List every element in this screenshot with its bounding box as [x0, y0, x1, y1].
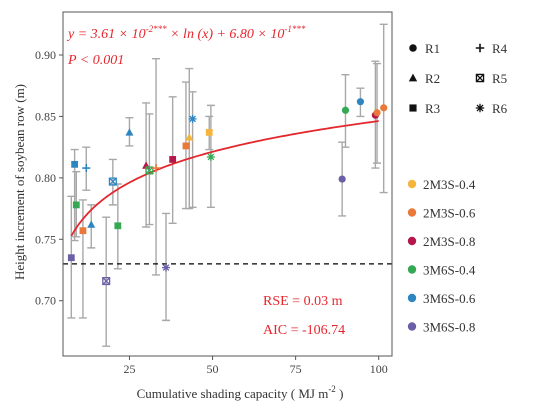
p-value: P < 0.001 — [67, 53, 124, 68]
shape-legend: R1 R4 R2 R5 R3 R6 — [408, 41, 508, 116]
data-point — [145, 166, 154, 175]
equation-exp2: -1*** — [284, 24, 305, 34]
data-point — [162, 263, 171, 272]
fit-curve — [70, 120, 379, 237]
x-tick-label: 100 — [370, 362, 388, 376]
plot-frame — [62, 11, 393, 357]
color-legend-label: 3M6S-0.8 — [423, 320, 475, 335]
fit-equation: y = 3.61 × 10-2*** × ln (x) + 6.80 × 10-… — [66, 24, 306, 42]
shape-legend-marker — [475, 43, 485, 53]
data-point — [338, 175, 346, 183]
x-axis-label-sup: -2 — [328, 384, 336, 394]
color-legend-label: 3M6S-0.4 — [423, 263, 476, 278]
data-point — [341, 106, 350, 114]
y-tick-label: 0.90 — [35, 48, 56, 62]
data-point — [188, 114, 197, 123]
aic-stat: AIC = -106.74 — [263, 323, 345, 338]
color-legend-label: 3M6S-0.6 — [423, 291, 476, 306]
data-point — [205, 129, 213, 136]
x-axis-ticks: 25 50 75 100 — [123, 356, 388, 376]
color-legend-marker — [407, 265, 417, 274]
color-legend: 2M3S-0.4 2M3S-0.6 2M3S-0.8 3M6S-0.4 3M6S-0.6… — [407, 177, 476, 335]
shape-legend-marker — [409, 104, 417, 112]
data-point — [373, 109, 381, 117]
y-tick-label: 0.80 — [35, 171, 56, 185]
data-point — [125, 128, 134, 136]
equation-lead: y = 3.61 × 10 — [66, 27, 146, 42]
data-point — [79, 227, 87, 235]
error-bars — [67, 23, 388, 347]
shape-legend-label: R6 — [492, 101, 508, 116]
x-axis-label-tail: ) — [336, 386, 344, 401]
color-legend-marker — [407, 179, 417, 189]
data-point — [206, 152, 215, 161]
data-point — [102, 277, 111, 286]
x-tick-label: 50 — [207, 362, 219, 376]
equation-exp1: -2*** — [146, 24, 167, 34]
data-points — [67, 98, 388, 286]
fit-curve-path — [70, 120, 379, 237]
y-axis-ticks: 0.70 0.75 0.80 0.85 0.90 — [35, 48, 63, 308]
color-legend-label: 2M3S-0.8 — [423, 234, 475, 249]
color-legend-marker — [407, 236, 417, 246]
data-point — [72, 201, 80, 209]
data-point — [169, 156, 177, 163]
color-legend-label: 2M3S-0.4 — [423, 177, 476, 192]
y-axis-label: Height increment of soybean row (m) — [12, 84, 27, 280]
color-legend-marker — [407, 293, 417, 303]
shape-legend-label: R5 — [492, 71, 507, 86]
error-bar — [188, 91, 197, 209]
data-point — [182, 142, 190, 150]
shape-legend-label: R3 — [425, 101, 440, 116]
color-legend-marker — [407, 322, 417, 331]
equation-mid: × ln (x) + 6.80 × 10 — [167, 27, 285, 42]
data-point — [185, 133, 194, 141]
shape-legend-marker — [475, 103, 485, 113]
data-point — [108, 177, 117, 186]
data-point — [152, 164, 161, 173]
y-tick-label: 0.75 — [35, 232, 56, 246]
shape-legend-marker — [408, 73, 418, 82]
x-tick-label: 75 — [290, 362, 302, 376]
color-legend-label: 2M3S-0.6 — [423, 206, 476, 221]
x-tick-label: 25 — [123, 362, 135, 376]
data-point — [82, 164, 91, 173]
y-tick-label: 0.85 — [35, 109, 56, 123]
data-point — [87, 220, 96, 228]
shape-legend-label: R4 — [492, 41, 508, 56]
error-bar — [145, 113, 154, 226]
shape-legend-marker — [475, 73, 485, 83]
shape-legend-label: R1 — [425, 41, 440, 56]
data-point — [67, 254, 75, 262]
data-point — [380, 104, 388, 112]
x-axis-label: Cumulative shading capacity ( MJ m-2 ) — [137, 384, 344, 401]
rse-stat: RSE = 0.03 m — [263, 294, 343, 309]
y-tick-label: 0.70 — [35, 294, 56, 308]
shape-legend-label: R2 — [425, 71, 440, 86]
x-axis-label-text: Cumulative shading capacity ( MJ m — [137, 386, 329, 401]
color-legend-marker — [407, 208, 417, 217]
data-point — [114, 222, 122, 230]
data-point — [71, 160, 79, 168]
data-point — [356, 98, 365, 106]
shape-legend-marker — [409, 44, 417, 52]
